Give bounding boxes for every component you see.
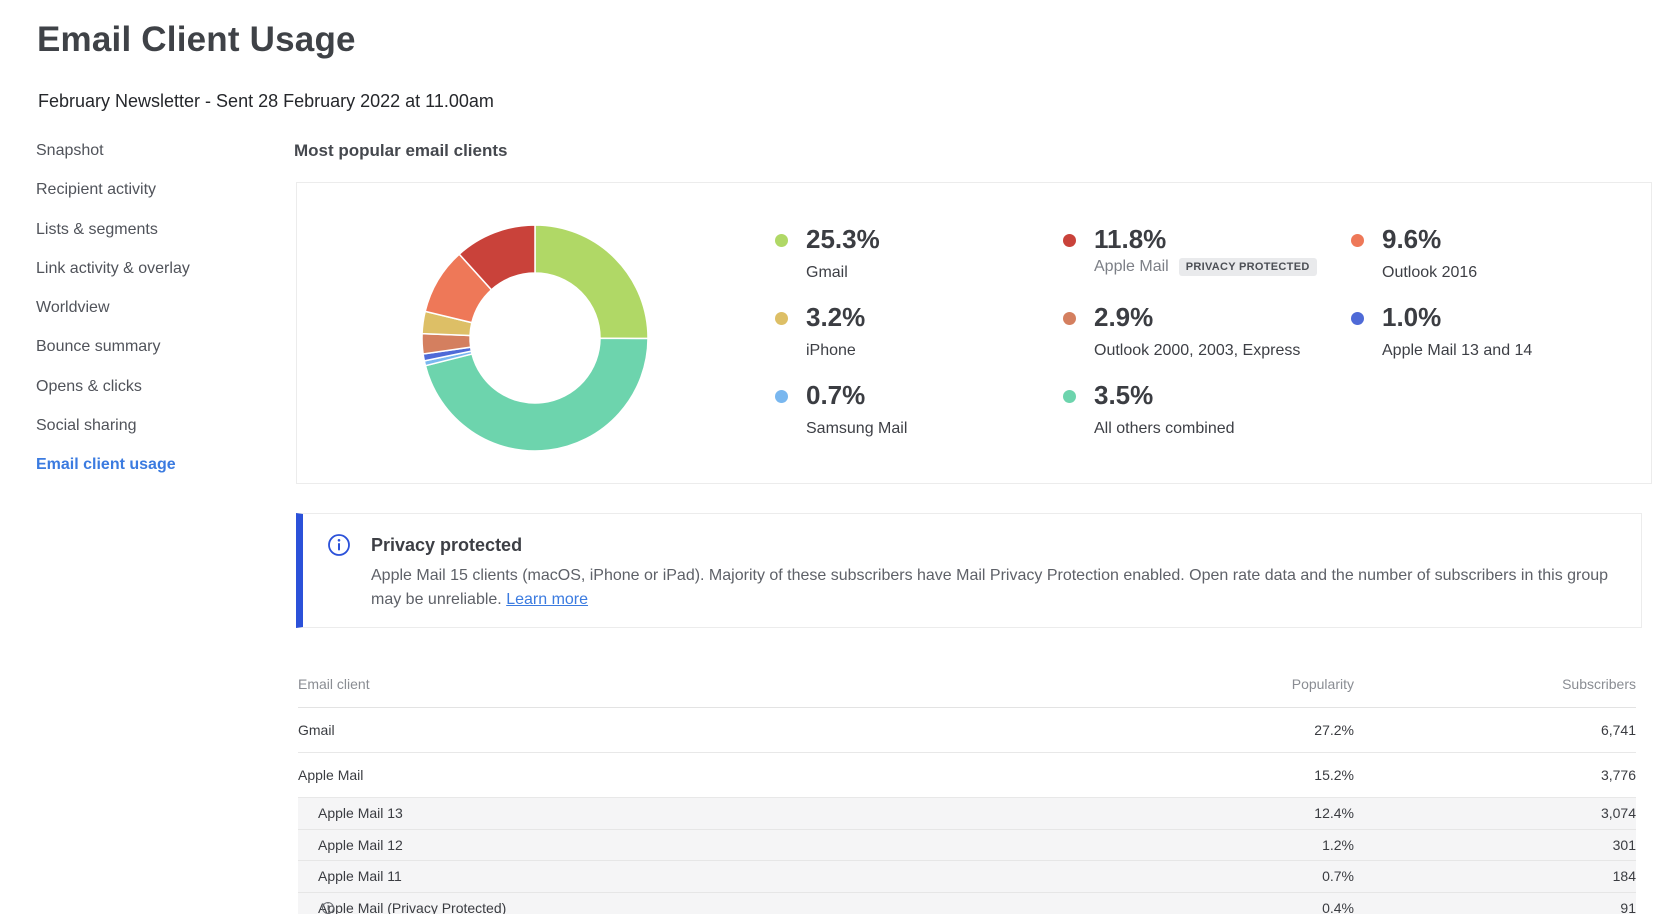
cell-popularity: 0.4% [1322, 899, 1354, 914]
cell-client: Apple Mail (Privacy Protected) [318, 899, 507, 914]
cell-subscribers: 301 [1612, 836, 1636, 853]
donut-chart [421, 224, 649, 452]
sidebar-item-link-activity[interactable]: Link activity & overlay [36, 259, 190, 277]
cell-subscribers: 3,776 [1600, 767, 1636, 783]
chart-card: 25.3% Gmail 11.8% Apple Mail PRIVACY PROT… [296, 182, 1652, 484]
legend-label: Gmail [806, 264, 848, 281]
cell-subscribers: 6,741 [1600, 722, 1636, 738]
cell-client: Apple Mail [298, 767, 364, 783]
page-subtitle: February Newsletter - Sent 28 February 2… [38, 91, 494, 111]
legend-dot [775, 234, 788, 247]
header-popularity[interactable]: Popularity [1291, 675, 1354, 692]
legend-label: Samsung Mail [806, 420, 908, 437]
privacy-protected-badge: PRIVACY PROTECTED [1178, 258, 1317, 276]
notice-text: Apple Mail 15 clients (macOS, iPhone or … [371, 564, 1631, 612]
donut-slice-apple-mail[interactable] [458, 224, 536, 291]
cell-client: Apple Mail 13 [318, 805, 403, 822]
info-icon [327, 533, 351, 562]
cell-client: Apple Mail 12 [318, 836, 403, 853]
table-subrow[interactable]: Apple Mail (Privacy Protected) i 0.4% 91 [298, 892, 1636, 914]
learn-more-link[interactable]: Learn more [506, 591, 589, 608]
legend-label: Apple Mail 13 and 14 [1382, 342, 1533, 359]
cell-client: Gmail [298, 722, 335, 738]
table-row[interactable]: Apple Mail 15.2% 3,776 [298, 753, 1636, 798]
legend-label: Outlook 2016 [1382, 264, 1478, 281]
notice-body: Apple Mail 15 clients (macOS, iPhone or … [371, 567, 1609, 608]
legend-percent: 25.3% [806, 224, 880, 254]
legend-percent: 11.8% [1094, 224, 1167, 254]
legend-dot [1063, 312, 1076, 325]
table-header: Email client Popularity Subscribers [298, 660, 1636, 708]
legend-dot [1063, 234, 1076, 247]
legend-label: Outlook 2000, 2003, Express [1094, 342, 1301, 359]
sidebar-item-snapshot[interactable]: Snapshot [36, 142, 104, 159]
legend-label: Apple Mail [1094, 258, 1169, 276]
header-email-client[interactable]: Email client [298, 675, 370, 692]
donut-slice-gmail[interactable] [534, 224, 649, 340]
sidebar-item-social-sharing[interactable]: Social sharing [36, 417, 137, 435]
legend-percent: 3.5% [1094, 380, 1154, 410]
donut-slice-all-others-combined[interactable] [424, 337, 649, 452]
legend-dot [775, 390, 788, 403]
header-subscribers[interactable]: Subscribers [1562, 675, 1636, 692]
email-client-table: Email client Popularity Subscribers Gmai… [298, 660, 1636, 914]
sidebar-nav: Snapshot Recipient activity Lists & segm… [36, 141, 266, 495]
legend-label: All others combined [1094, 420, 1235, 437]
table-subrow[interactable]: Apple Mail 13 12.4% 3,074 [298, 798, 1636, 830]
cell-client: Apple Mail 11 [318, 868, 402, 885]
legend-dot [775, 312, 788, 325]
table-subrow[interactable]: Apple Mail 12 1.2% 301 [298, 829, 1636, 861]
cell-popularity: 1.2% [1322, 836, 1354, 853]
legend-dot [1351, 312, 1364, 325]
sidebar-item-recipient-activity[interactable]: Recipient activity [36, 181, 157, 199]
cell-popularity: 0.7% [1322, 868, 1354, 885]
legend-dot [1063, 390, 1076, 403]
legend-percent: 1.0% [1382, 302, 1442, 332]
cell-subscribers: 3,074 [1600, 805, 1636, 822]
cell-subscribers: 91 [1620, 899, 1636, 914]
cell-popularity: 12.4% [1314, 805, 1354, 822]
sidebar-item-worldview[interactable]: Worldview [36, 299, 110, 317]
sidebar-item-opens-clicks[interactable]: Opens & clicks [36, 377, 142, 395]
sidebar-item-lists-segments[interactable]: Lists & segments [36, 220, 158, 238]
privacy-notice: Privacy protected Apple Mail 15 clients … [296, 513, 1642, 628]
table-row[interactable]: Gmail 27.2% 6,741 [298, 708, 1636, 753]
table-subrow[interactable]: Apple Mail 11 0.7% 184 [298, 861, 1636, 893]
section-title: Most popular email clients [294, 141, 508, 160]
cell-popularity: 27.2% [1314, 722, 1354, 738]
sidebar-item-bounce-summary[interactable]: Bounce summary [36, 338, 161, 356]
legend-percent: 3.2% [806, 302, 866, 332]
legend-percent: 2.9% [1094, 302, 1154, 332]
legend-dot [1351, 234, 1364, 247]
page-title: Email Client Usage [37, 20, 356, 59]
legend-percent: 0.7% [806, 380, 866, 410]
info-icon[interactable]: i [322, 901, 334, 914]
cell-subscribers: 184 [1612, 868, 1636, 885]
cell-popularity: 15.2% [1314, 767, 1354, 783]
legend-label-row: Apple Mail PRIVACY PROTECTED [1094, 258, 1317, 276]
legend-percent: 9.6% [1382, 224, 1442, 254]
notice-title: Privacy protected [371, 535, 523, 555]
sidebar-item-email-client-usage[interactable]: Email client usage [36, 456, 176, 474]
legend-label: iPhone [806, 342, 856, 359]
